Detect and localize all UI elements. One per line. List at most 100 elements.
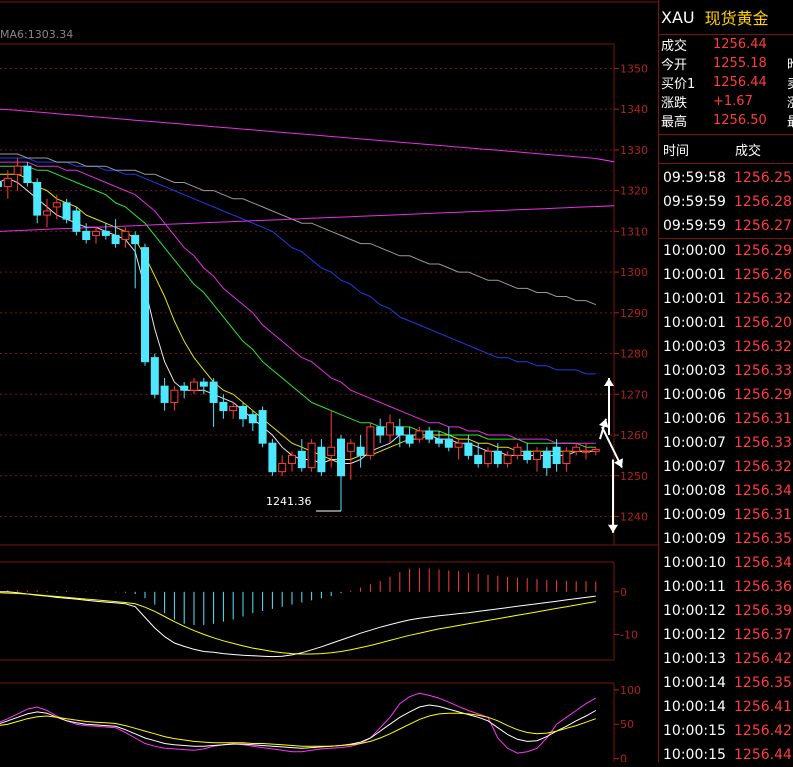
- tick-time: 10:00:12: [663, 627, 726, 643]
- quote-label: 最高: [661, 115, 688, 130]
- tick-row: 10:00:07 1256.32: [659, 455, 793, 479]
- quote-side-label: 涨: [787, 92, 793, 111]
- candle-down: [405, 434, 414, 444]
- candle-down: [493, 450, 502, 465]
- down-arrow-small-head: [613, 458, 623, 468]
- ma-line-4: [0, 161, 596, 444]
- candle-down: [131, 234, 140, 245]
- tick-time: 10:00:07: [663, 435, 726, 451]
- tick-row: 10:00:01 1256.32: [659, 287, 793, 311]
- candle-down: [435, 438, 443, 444]
- price-tick-label: 1270: [620, 388, 648, 401]
- candle-up: [454, 442, 463, 448]
- tick-row: 10:00:14 1256.41: [659, 695, 793, 719]
- tick-row: 10:00:10 1256.34: [659, 551, 793, 575]
- macd-tick-label: -10: [620, 628, 638, 641]
- tick-price: 1256.39: [734, 603, 792, 619]
- kdj-tick-label: 100: [620, 684, 641, 697]
- candle-down: [141, 247, 149, 363]
- tick-time: 10:00:01: [663, 315, 726, 331]
- candle-up: [121, 230, 130, 241]
- tick-price: 1256.34: [734, 483, 792, 499]
- tick-price: 1256.26: [734, 267, 792, 283]
- tick-row: 09:59:59 1256.28: [659, 190, 793, 214]
- price-tick-label: 1330: [620, 144, 648, 157]
- candle-up: [572, 446, 581, 452]
- candle-down: [268, 442, 277, 473]
- candle-up: [503, 454, 512, 465]
- candle-up: [346, 442, 355, 452]
- candle-down: [542, 450, 551, 469]
- candle-down: [209, 381, 218, 403]
- tick-price: 1256.35: [734, 531, 792, 547]
- quote-label: 成交: [661, 39, 688, 54]
- tick-time: 09:59:59: [663, 218, 726, 234]
- candle-up: [366, 426, 375, 456]
- ma-line-7: [0, 108, 596, 159]
- tick-row: 10:00:07 1256.33: [659, 431, 793, 455]
- quote-side-label: 昨: [787, 54, 793, 73]
- price-tick-label: 1320: [620, 185, 648, 198]
- kdj-tick-label: 50: [620, 718, 634, 731]
- price-tick-label: 1290: [620, 307, 648, 320]
- tick-row: 10:00:13 1256.42: [659, 647, 793, 671]
- quote-label: 买价1: [661, 77, 696, 92]
- candle-down: [160, 385, 169, 403]
- price-tick-label: 1350: [620, 62, 648, 75]
- tick-row: 10:00:03 1256.33: [659, 359, 793, 383]
- tick-price: 1256.29: [734, 243, 792, 259]
- quote-panel: XAU 现货黄金 成交 1256.44 今开 1255.18 昨 买价1 125…: [658, 0, 793, 763]
- candle-down: [474, 454, 483, 465]
- ma-line-5: [0, 157, 596, 375]
- tick-row: 09:59:58 1256.25: [659, 166, 793, 190]
- ma-line-2: [0, 173, 596, 460]
- price-tick-label: 1310: [620, 225, 648, 238]
- quote-value: 1256.44: [713, 37, 767, 52]
- candle-down: [395, 426, 404, 436]
- tick-row: 10:00:09 1256.35: [659, 527, 793, 551]
- tick-row: 10:00:08 1256.34: [659, 479, 793, 503]
- tick-price: 1256.44: [734, 747, 792, 763]
- up-arrow-large-head: [604, 378, 614, 386]
- macd-dea-line: [0, 592, 596, 655]
- tick-time: 10:00:15: [663, 723, 726, 739]
- candle-up: [533, 450, 541, 460]
- tick-price: 1256.31: [734, 507, 792, 523]
- instrument-name: 现货黄金: [704, 9, 769, 28]
- tick-time-header: 时间: [663, 143, 690, 159]
- tick-row: 10:00:09 1256.31: [659, 503, 793, 527]
- quote-value: +1.67: [713, 94, 753, 109]
- tick-row: 10:00:00 1256.29: [659, 238, 793, 263]
- candle-down: [82, 230, 91, 241]
- tick-row: 10:00:15 1256.44: [659, 743, 793, 767]
- tick-time: 10:00:08: [663, 483, 726, 499]
- candle-down: [297, 450, 306, 469]
- candle-up: [415, 430, 424, 440]
- candle-up: [288, 454, 296, 465]
- tick-time: 10:00:07: [663, 459, 726, 475]
- chart-area[interactable]: 1350 1340 1330 1320 1310 1300 1290 1280 1270 1260…: [0, 0, 658, 762]
- candle-down: [248, 414, 257, 424]
- candle-up: [307, 442, 316, 469]
- price-chart-svg[interactable]: 1350 1340 1330 1320 1310 1300 1290 1280 1270 1260…: [0, 0, 658, 762]
- tick-time: 10:00:06: [663, 387, 726, 403]
- tick-list[interactable]: 09:59:58 1256.25 09:59:59 1256.28 09:59:59 12…: [659, 164, 793, 767]
- candle-down: [444, 438, 453, 448]
- tick-price: 1256.20: [734, 315, 792, 331]
- tick-price: 1256.25: [734, 170, 792, 186]
- tick-row: 10:00:12 1256.39: [659, 599, 793, 623]
- tick-row: 10:00:03 1256.32: [659, 335, 793, 359]
- candle-down: [552, 446, 561, 465]
- candle-down: [111, 234, 120, 245]
- candle-up: [278, 463, 287, 473]
- quote-row-last: 成交 1256.44: [659, 35, 793, 54]
- tick-time: 10:00:12: [663, 603, 726, 619]
- tick-time: 10:00:09: [663, 507, 726, 523]
- ma-line-8: [0, 206, 596, 232]
- candle-up: [92, 230, 100, 236]
- tick-price: 1256.28: [734, 194, 792, 210]
- tick-price: 1256.35: [734, 675, 792, 691]
- ma-line-7-ext: [595, 157, 615, 163]
- candle-up: [170, 389, 179, 403]
- tick-time: 10:00:03: [663, 363, 726, 379]
